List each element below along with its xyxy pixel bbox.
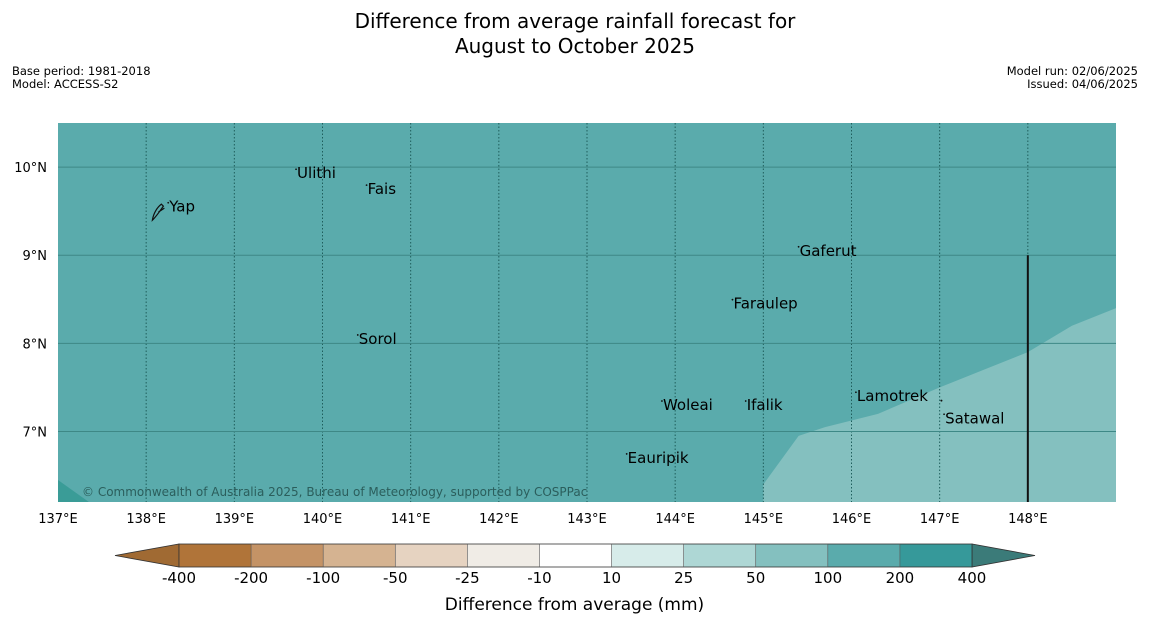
longitude-tick-label: 148°E xyxy=(1008,512,1048,527)
colorbar-over-arrow xyxy=(971,543,1036,568)
colorbar-tick-label: 25 xyxy=(674,569,693,587)
colorbar-swatch xyxy=(827,544,900,567)
place-label-sorol: Sorol xyxy=(359,330,397,348)
place-label-gaferut: Gaferut xyxy=(800,242,857,260)
fill-region-200-400 xyxy=(58,479,89,502)
island-dot xyxy=(940,399,943,402)
island-dot xyxy=(943,413,945,416)
place-label-woleai: Woleai xyxy=(663,396,713,414)
longitude-tick-label: 139°E xyxy=(215,512,255,527)
island-dot xyxy=(797,245,800,248)
place-label-faraulep: Faraulep xyxy=(733,295,797,313)
colorbar-tick-label: -400 xyxy=(162,569,196,587)
island-dot xyxy=(356,334,359,336)
model-run-text: Model run: 02/06/2025 xyxy=(1006,64,1138,78)
place-label-eauripik: Eauripik xyxy=(628,449,689,467)
base-period-text: Base period: 1981-2018 xyxy=(12,64,151,78)
issued-date-text: Issued: 04/06/2025 xyxy=(1027,77,1138,91)
colorbar-swatch xyxy=(899,544,972,567)
longitude-tick-label: 143°E xyxy=(567,512,607,527)
colorbar-swatch xyxy=(611,544,684,567)
map-title-line-2: August to October 2025 xyxy=(454,34,696,58)
colorbar-swatch xyxy=(251,544,324,567)
colorbar-tick-label: -10 xyxy=(527,569,552,587)
colorbar-tick-label: -200 xyxy=(234,569,268,587)
colorbar-tick-label: 100 xyxy=(813,569,842,587)
place-label-satawal: Satawal xyxy=(945,409,1004,427)
colorbar-tick-label: -50 xyxy=(383,569,408,587)
island-dot xyxy=(167,201,170,204)
colorbar-tick-label: -25 xyxy=(455,569,480,587)
latitude-tick-label: 9°N xyxy=(23,249,48,264)
longitude-tick-label: 146°E xyxy=(832,512,872,527)
colorbar-tick-label: 10 xyxy=(602,569,621,587)
longitude-tick-label: 141°E xyxy=(391,512,431,527)
island-dot xyxy=(731,298,734,301)
latitude-tick-label: 7°N xyxy=(23,425,48,440)
place-label-ifalik: Ifalik xyxy=(747,396,783,414)
longitude-tick-label: 142°E xyxy=(479,512,519,527)
colorbar-tick-label: 400 xyxy=(958,569,987,587)
colorbar-tick-label: 50 xyxy=(746,569,765,587)
colorbar-swatch xyxy=(683,544,756,567)
map-area: 137°E 138°E 139°E 140°E 141°E 142°E 143°E 144°E… xyxy=(14,123,1116,527)
yap-island-outline xyxy=(151,203,165,222)
map-title-line-1: Difference from average rainfall forecas… xyxy=(354,9,796,33)
island-dot xyxy=(661,400,663,402)
longitude-tick-label: 144°E xyxy=(655,512,695,527)
longitude-tick-label: 138°E xyxy=(126,512,166,527)
longitude-tick-label: 145°E xyxy=(744,512,784,527)
model-name-text: Model: ACCESS-S2 xyxy=(12,77,119,91)
island-dot xyxy=(365,184,368,187)
colorbar-swatch xyxy=(755,544,828,567)
colorbar-swatch xyxy=(323,544,396,567)
colorbar-tick-label: -100 xyxy=(306,569,340,587)
colorbar-frame xyxy=(178,543,973,568)
longitude-tick-label: 140°E xyxy=(303,512,343,527)
gridlines xyxy=(58,123,1116,502)
latitude-tick-label: 10°N xyxy=(14,161,47,176)
latitude-tick-label: 8°N xyxy=(23,337,48,352)
colorbar: -400 -200 -100 -50 -25 -10 10 25 50 100 200 400 Diff… xyxy=(114,543,1036,615)
colorbar-under-arrow xyxy=(114,543,180,568)
colorbar-swatch xyxy=(467,544,540,567)
colorbar-swatch xyxy=(395,544,468,567)
place-label-yap: Yap xyxy=(168,198,195,216)
colorbar-swatch xyxy=(539,544,612,567)
island-dot xyxy=(744,400,747,402)
longitude-tick-label: 147°E xyxy=(920,512,960,527)
colorbar-swatch xyxy=(179,544,252,567)
longitude-tick-label: 137°E xyxy=(38,512,78,527)
copyright-notice: © Commonwealth of Australia 2025, Bureau… xyxy=(82,485,587,499)
place-label-lamotrek: Lamotrek xyxy=(857,387,928,405)
island-dot xyxy=(625,453,628,455)
place-label-fais: Fais xyxy=(368,180,397,198)
island-dot xyxy=(295,168,297,171)
colorbar-title: Difference from average (mm) xyxy=(445,595,704,615)
place-label-ulithi: Ulithi xyxy=(297,164,336,182)
island-dot xyxy=(855,391,857,394)
metadata-right: Model run: 02/06/2025 Issued: 04/06/2025 xyxy=(1007,65,1138,91)
metadata-left: Base period: 1981-2018 Model: ACCESS-S2 xyxy=(12,65,151,91)
colorbar-tick-label: 200 xyxy=(886,569,915,587)
